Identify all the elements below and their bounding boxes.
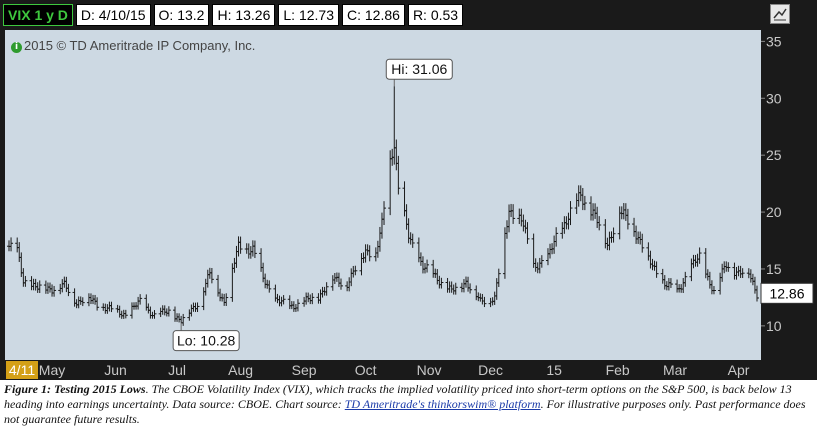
- x-tick-labels: May Jun Jul Aug Sep Oct Nov Dec 15 Feb Mar Apr 4/11: [6, 361, 750, 379]
- x-tick-label: Apr: [728, 362, 750, 378]
- last-price-label: 12.86: [769, 285, 804, 301]
- chart-header: VIX 1 y D D: 4/10/15 O: 13.2 H: 13.26 L:…: [3, 4, 763, 26]
- y-tick-labels: 10 15 20 25 30 35 12.86: [760, 33, 814, 334]
- x-tick-label: 15: [546, 362, 562, 378]
- range-readout: R: 0.53: [407, 4, 464, 26]
- caption-text: . The CBOE Volatility Index (VIX), which…: [4, 382, 792, 411]
- last-price-tag: [760, 282, 814, 304]
- x-tick-label: Dec: [478, 362, 503, 378]
- date-readout: D: 4/10/15: [75, 4, 151, 26]
- chart-svg: 10 15 20 25 30 35 12.86 May Jun Jul Aug Sep Oct Nov D…: [6, 33, 814, 379]
- x-tick-label: Jul: [168, 362, 186, 378]
- y-tick-label: 30: [766, 90, 782, 106]
- y-tick-label: 10: [766, 318, 782, 334]
- x-tick-label: Sep: [292, 362, 317, 378]
- y-tick-label: 35: [766, 33, 782, 49]
- low-annotation-label: Lo: 10.28: [177, 333, 236, 349]
- start-date-tag: [6, 361, 38, 379]
- time-axis: [5, 360, 761, 380]
- x-tick-label: Oct: [355, 362, 377, 378]
- high-annotation-label: Hi: 31.06: [391, 61, 447, 77]
- chart-tool-button[interactable]: [770, 4, 790, 24]
- x-tick-label: Nov: [417, 362, 442, 378]
- symbol-label[interactable]: VIX 1 y D: [3, 4, 73, 26]
- chart-settings-icon: [773, 8, 787, 21]
- x-tick-label: Jun: [104, 362, 127, 378]
- figure-caption: Figure 1: Testing 2015 Lows. The CBOE Vo…: [4, 382, 809, 427]
- caption-title: Figure 1: Testing 2015 Lows: [4, 382, 146, 396]
- copyright-watermark: i 2015 © TD Ameritrade IP Company, Inc.: [11, 38, 255, 53]
- y-tick-label: 25: [766, 147, 782, 163]
- source-link[interactable]: TD Ameritrade's thinkorswim® platform: [344, 397, 541, 411]
- open-readout: O: 13.2: [153, 4, 210, 26]
- high-readout: H: 13.26: [212, 4, 276, 26]
- copyright-text: 2015 © TD Ameritrade IP Company, Inc.: [24, 38, 256, 53]
- annotations: Hi: 31.06 Lo: 10.28: [172, 58, 453, 352]
- y-tick-label: 15: [766, 261, 782, 277]
- start-date-label: 4/11: [9, 362, 35, 378]
- caption-text-end: . For illustrative purposes only. Past p…: [4, 397, 806, 426]
- low-annotation-box: [172, 330, 240, 352]
- y-tick-label: 20: [766, 204, 782, 220]
- x-tick-label: Aug: [228, 362, 253, 378]
- x-tick-label: Mar: [663, 362, 687, 378]
- chart-frame: VIX 1 y D D: 4/10/15 O: 13.2 H: 13.26 L:…: [0, 0, 817, 380]
- price-bars: [7, 86, 759, 326]
- info-icon[interactable]: i: [11, 42, 22, 53]
- high-annotation-box: [385, 58, 453, 80]
- x-tick-label: May: [39, 362, 65, 378]
- x-tick-label: Feb: [606, 362, 630, 378]
- plot-area[interactable]: i 2015 © TD Ameritrade IP Company, Inc.: [5, 30, 761, 360]
- close-readout: C: 12.86: [342, 4, 405, 26]
- price-axis: [761, 30, 817, 360]
- low-readout: L: 12.73: [278, 4, 339, 26]
